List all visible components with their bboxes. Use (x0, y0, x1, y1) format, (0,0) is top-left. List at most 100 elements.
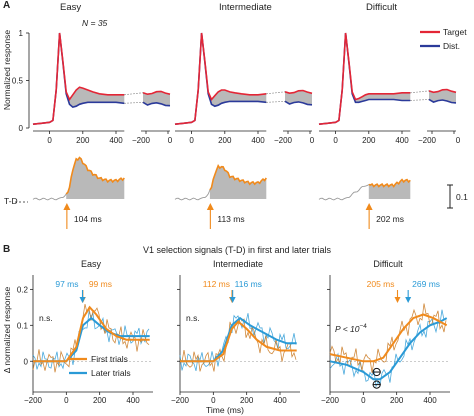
later-raw-intermediate (179, 313, 297, 372)
dist-line-saccade (428, 98, 457, 104)
panel-a-x-tick-label: 0 (47, 136, 52, 145)
panel-a-x-tick-label: 200 (76, 136, 90, 145)
ns-annotation-easy: n.s. (39, 313, 53, 323)
onset-arrow-head (365, 203, 373, 210)
panel-b-x-tick-label: −200 (24, 396, 43, 405)
connector (124, 92, 144, 96)
first-fit-intermediate (180, 320, 297, 363)
onset-label: 113 ms (217, 214, 244, 224)
td-pre-onset-intermediate (174, 189, 211, 201)
first-fit-difficult (329, 313, 448, 363)
target-line-intermediate (174, 32, 267, 125)
later-fit-intermediate (180, 316, 297, 363)
panel-b-x-tick-label: 200 (93, 396, 107, 405)
panel-a-x-tick-label: 0 (168, 136, 173, 145)
later-onset-arrow-head (229, 297, 236, 303)
panel-b-subtitle-easy: Easy (81, 259, 102, 269)
panel-b-x-tick-label: 0 (64, 396, 69, 405)
td-shading-intermediate (209, 165, 267, 199)
later-onset-label: 269 ms (412, 279, 440, 289)
panel-b-x-tick-label: 200 (240, 396, 254, 405)
legend-later-label: Later trials (91, 368, 131, 378)
panel-b-x-tick-label: 200 (390, 396, 404, 405)
later-fit-easy (33, 316, 150, 363)
n-annotation: N = 35 (82, 18, 108, 28)
dist-line-saccade (142, 101, 171, 107)
first-onset-arrow-head (394, 297, 401, 303)
panel-b-y-axis-label: Δ normalized response (2, 286, 12, 373)
panel-a-x-tick-label: 400 (251, 136, 265, 145)
panel-b-y-tick-label: 0.2 (17, 285, 29, 294)
panel-a-y-axis-label: Normalized response (2, 30, 12, 111)
later-onset-label: 97 ms (55, 279, 78, 289)
dist-line-difficult (318, 32, 411, 125)
panel-a-x-tick-label: 400 (109, 136, 123, 145)
panel-b-x-tick-label: 0 (211, 396, 216, 405)
panel-a-x-tick-label: 0 (189, 136, 194, 145)
panel-a-x-tick-label: −200 (274, 136, 293, 145)
target-line-saccade (142, 90, 171, 96)
panel-a-x-tick-label: −200 (132, 136, 151, 145)
panel-a-x-tick-label: 200 (362, 136, 376, 145)
panel-a-title-easy: Easy (60, 2, 81, 13)
dist-line-saccade (284, 100, 313, 106)
panel-b-subtitle-difficult: Difficult (373, 259, 403, 269)
difference-shading-saccade (143, 91, 170, 106)
connector (124, 101, 144, 104)
later-onset-arrow-head (405, 297, 412, 303)
td-line-difficult (368, 178, 411, 188)
later-onset-arrow-head (79, 297, 86, 303)
first-onset-label: 205 ms (367, 279, 395, 289)
p-value-annotation: P < 10−4 (335, 323, 367, 334)
panel-a-y-tick-label: 1 (19, 29, 24, 38)
dist-line-intermediate (174, 32, 267, 125)
first-raw-difficult (329, 303, 447, 373)
later-onset-label: 116 ms (235, 279, 262, 289)
onset-label: 202 ms (376, 214, 404, 224)
panel-b-y-tick-label: 0 (24, 357, 29, 366)
td-pre-onset-easy (32, 193, 67, 201)
panel-a-title-difficult: Difficult (366, 2, 397, 13)
onset-label: 104 ms (74, 214, 102, 224)
td-shading-difficult (368, 179, 411, 199)
panel-a-x-tick-label: 200 (218, 136, 232, 145)
connector (266, 101, 286, 103)
panel-a-x-tick-label: −200 (418, 136, 437, 145)
legend-target-label: Target (443, 27, 467, 37)
onset-arrow-head (206, 203, 214, 210)
first-fit-easy (33, 305, 150, 363)
td-shading-easy (66, 157, 125, 199)
panel-b-x-axis-label: Time (ms) (206, 405, 244, 415)
panel-a-x-tick-label: 0 (456, 136, 461, 145)
panel-b-x-tick-label: 400 (126, 396, 140, 405)
panel-a-y-tick-label: 0.5 (12, 77, 24, 86)
connector (410, 99, 430, 101)
later-fit-difficult (329, 317, 448, 381)
panel-label-b: B (3, 244, 10, 255)
panel-a-x-tick-label: 400 (395, 136, 409, 145)
p-value-exponent: −4 (360, 323, 368, 330)
target-line-easy (32, 32, 125, 125)
first-onset-label: 112 ms (203, 279, 230, 289)
first-onset-label: 99 ms (89, 279, 112, 289)
difference-shading-saccade (429, 89, 456, 103)
legend-dist-label: Dist. (443, 41, 460, 51)
difference-shading (33, 33, 125, 125)
panel-b-title: V1 selection signals (T-D) in first and … (143, 245, 332, 255)
td-pre-onset-difficult (318, 184, 370, 201)
difference-shading (319, 33, 411, 125)
scale-bar-label: 0.1 (456, 192, 468, 202)
panel-label-a: A (3, 0, 10, 11)
ns-annotation-intermediate: n.s. (186, 313, 200, 323)
panel-a-x-tick-label: 0 (310, 136, 315, 145)
td-label: T-D (4, 196, 18, 206)
target-line-saccade (428, 88, 457, 94)
later-raw-difficult (329, 309, 447, 388)
connector (410, 90, 430, 94)
target-line-difficult (318, 32, 411, 125)
connector (266, 91, 286, 95)
panel-b-x-tick-label: 400 (273, 396, 287, 405)
panel-b-x-tick-label: −200 (321, 396, 340, 405)
difference-shading-saccade (285, 90, 312, 105)
